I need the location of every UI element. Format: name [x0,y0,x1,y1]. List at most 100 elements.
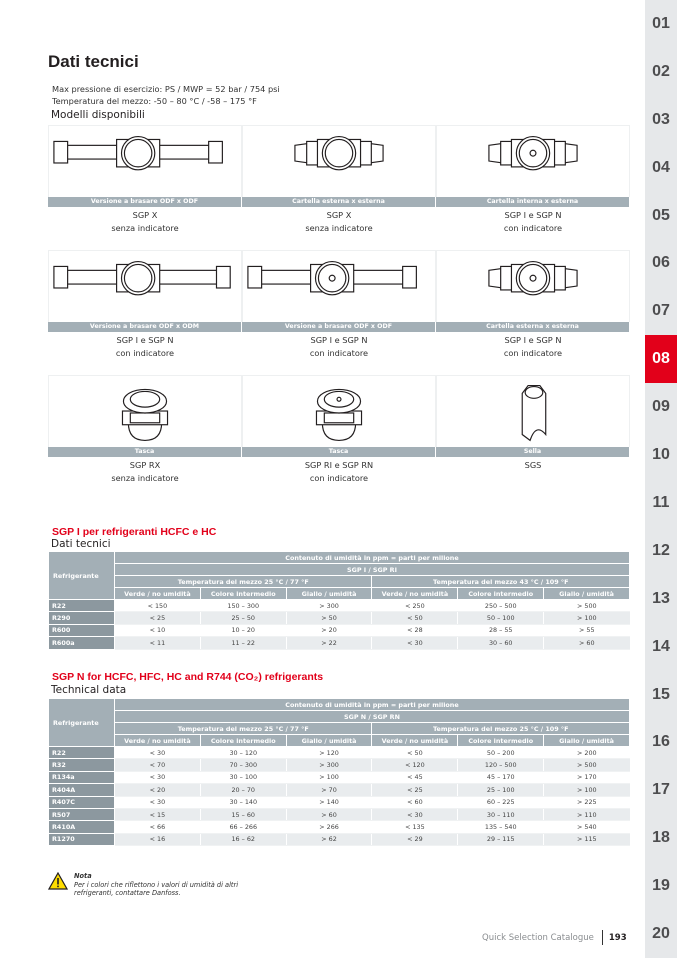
product-version-label: Sella [436,447,630,457]
table2-heading: SGP N for HCFC, HFC, HC and R744 (CO₂) r… [52,671,324,683]
product-version-label: Versione a brasare ODF x ODF [48,197,242,207]
footer: Quick Selection Catalogue 193 [482,930,627,945]
value-cell: < 30 [114,771,201,785]
product-version-label: Versione a brasare ODF x ODF [242,322,436,332]
value-cell: 29 – 115 [457,833,544,847]
value-cell: < 150 [114,599,201,613]
value-cell: > 100 [543,783,630,797]
table-row: R290 < 25 25 – 50 > 50 < 50 50 – 100 > 100 [48,611,630,625]
value-cell: 135 – 540 [457,820,544,834]
chapter-tab-13[interactable]: 13 [652,589,670,607]
value-cell: 45 – 170 [457,771,544,785]
product-card: Tasca SGP RX senza indicatore [48,375,242,484]
value-cell: < 28 [371,624,458,638]
table1-heading: SGP I per refrigeranti HCFC e HC [52,526,217,538]
value-cell: 250 – 500 [457,599,544,613]
chapter-tab-02[interactable]: 02 [652,62,670,80]
chapter-tab-08[interactable]: 08 [645,335,677,384]
product-card: Cartella esterna x esterna SGP I e SGP N… [436,250,630,359]
chapter-tab-16[interactable]: 16 [652,733,670,751]
product-version-label: Cartella esterna x esterna [242,197,436,207]
table-row: R507 < 15 15 – 60 > 60 < 30 30 – 110 > 110 [48,808,630,822]
header-model: SGP I / SGP RI [114,563,630,576]
chapter-tab-09[interactable]: 09 [652,398,670,416]
header-model: SGP N / SGP RN [114,710,630,723]
chapter-tab-12[interactable]: 12 [652,541,670,559]
value-cell: 16 – 62 [199,833,287,847]
product-indicator: con indicatore [503,222,563,233]
refrigerant-cell: R600 [48,624,115,638]
value-cell: 70 – 300 [199,758,287,772]
value-cell: > 500 [543,599,630,613]
chapter-tab-06[interactable]: 06 [652,254,670,272]
value-cell: < 250 [371,599,458,613]
value-cell: 30 – 100 [199,771,287,785]
refrigerant-cell: R134a [48,771,115,785]
value-cell: > 22 [285,636,372,650]
value-cell: < 50 [371,746,458,760]
refrigerant-cell: R410A [48,820,115,834]
chapter-tab-15[interactable]: 15 [652,685,670,703]
product-model: SGP I e SGP N [504,335,562,345]
value-cell: < 120 [371,758,458,772]
refrigerant-cell: R600a [48,636,115,650]
product-image-tasca-ind [242,375,436,447]
chapter-tab-03[interactable]: 03 [652,110,670,128]
value-cell: < 45 [371,771,458,785]
table-row: R32 < 70 70 – 300 > 300 < 120 120 – 500 > 500 [48,758,630,772]
models-heading: Modelli disponibili [51,109,145,121]
chapter-tab-17[interactable]: 17 [652,781,670,799]
header-color: Verde / no umidità [114,734,201,747]
page-number: 193 [608,932,627,943]
chapter-tab-10[interactable]: 10 [652,446,670,464]
header-moisture: Contenuto di umidità in ppm = parti per … [114,698,630,711]
product-version-label: Tasca [48,447,242,457]
header-color: Colore intermedio [457,587,545,600]
header-refrigerant: Refrigerante [48,698,115,747]
value-cell: < 15 [114,808,201,822]
value-cell: > 120 [285,746,372,760]
chapter-tab-05[interactable]: 05 [652,206,670,224]
product-model: SGP RI e SGP RN [304,460,374,470]
chapter-tab-04[interactable]: 04 [652,158,670,176]
product-indicator: con indicatore [309,347,369,358]
product-image-flare-int [436,125,630,197]
product-indicator: con indicatore [503,347,563,358]
value-cell: < 66 [114,820,201,834]
product-version-label: Cartella interna x esterna [436,197,630,207]
chapter-tab-18[interactable]: 18 [652,829,670,847]
table-row: R600 < 10 10 – 20 > 20 < 28 28 – 55 > 55 [48,624,630,638]
value-cell: > 60 [543,636,630,650]
note-title: Nota [74,872,92,880]
header-color: Verde / no umidità [114,587,201,600]
table-row: R22 < 30 30 – 120 > 120 < 50 50 – 200 > 200 [48,746,630,760]
chapter-tab-07[interactable]: 07 [652,302,670,320]
value-cell: > 70 [285,783,372,797]
chapter-tab-14[interactable]: 14 [652,637,670,655]
product-image-odm-pipes [48,250,242,322]
chapter-tab-19[interactable]: 19 [652,877,670,895]
value-cell: 30 – 120 [199,746,287,760]
value-cell: > 100 [543,611,630,625]
product-model: SGP RX [129,460,161,470]
product-card: Cartella interna x esterna SGP I e SGP N… [436,125,630,234]
footer-divider [601,930,603,945]
note: Nota Per i colori che riflettono i valori… [48,872,244,898]
table-row: R1270 < 16 16 – 62 > 62 < 29 29 – 115 > 115 [48,833,630,847]
value-cell: > 225 [543,796,630,809]
value-cell: > 50 [285,611,372,625]
value-cell: > 100 [285,771,372,785]
value-cell: 30 – 140 [199,796,287,809]
value-cell: < 30 [114,796,201,809]
product-model: SGP I e SGP N [310,335,368,345]
value-cell: 10 – 20 [199,624,287,638]
header-color: Colore intermedio [199,587,287,600]
table-row: R134a < 30 30 – 100 > 100 < 45 45 – 170 > 170 [48,771,630,785]
moisture-table-sgp-n: Refrigerante Contenuto di umidità in ppm … [48,698,630,847]
product-card: Tasca SGP RI e SGP RN con indicatore [242,375,436,484]
value-cell: > 500 [543,758,630,772]
value-cell: < 60 [371,796,458,809]
chapter-tab-20[interactable]: 20 [652,925,670,943]
chapter-tab-01[interactable]: 01 [652,14,670,32]
chapter-tab-11[interactable]: 11 [652,493,670,511]
